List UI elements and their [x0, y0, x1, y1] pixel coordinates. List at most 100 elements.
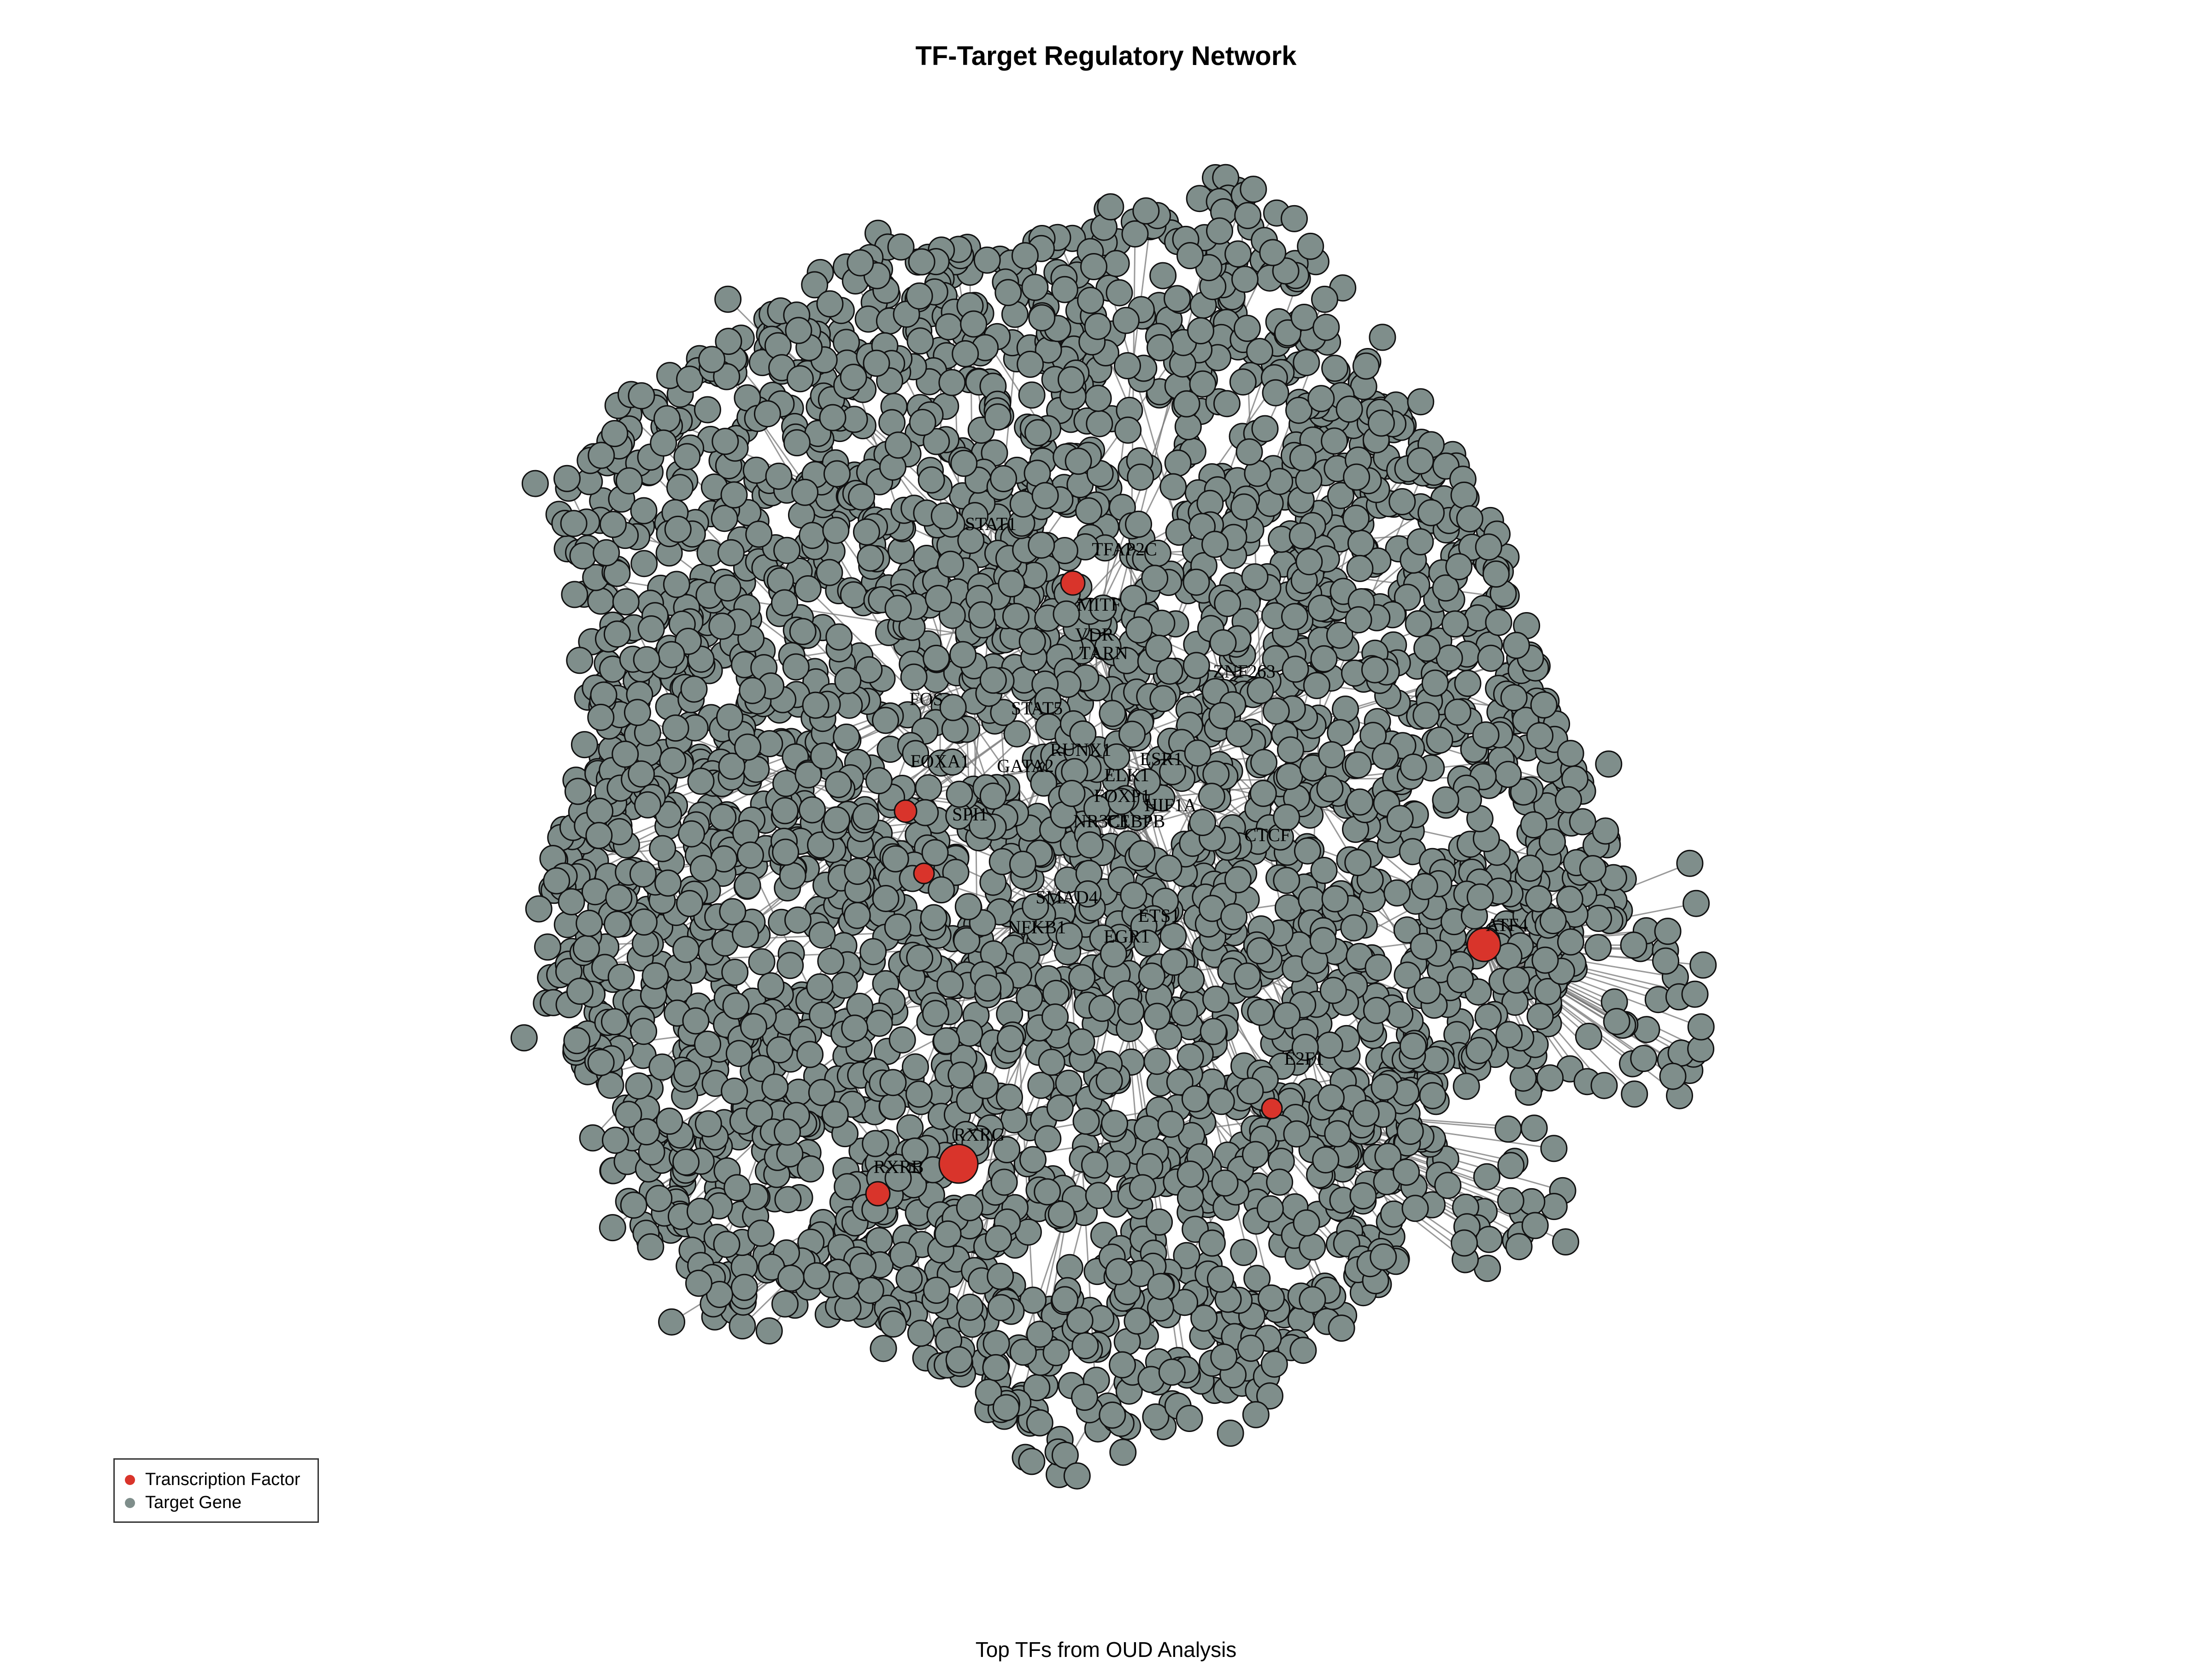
target-gene-node: [748, 1055, 776, 1082]
target-gene-node: [1034, 1125, 1062, 1153]
target-gene-node: [1595, 750, 1623, 778]
target-gene-node: [884, 914, 912, 941]
target-gene-node: [689, 855, 717, 882]
target-gene-node: [1293, 1209, 1320, 1237]
target-gene-node: [1099, 700, 1126, 727]
target-gene-node: [939, 748, 966, 776]
target-gene-node: [784, 906, 812, 934]
target-gene-node: [1256, 1195, 1284, 1223]
target-gene-node: [1525, 885, 1553, 913]
target-gene-node: [1681, 980, 1709, 1008]
target-gene-node: [1143, 1002, 1171, 1030]
target-gene-node: [676, 365, 703, 393]
tf-label: NFKB1: [1008, 917, 1066, 937]
target-gene-node: [1383, 879, 1411, 907]
target-gene-node: [715, 328, 742, 355]
target-gene-node: [1435, 644, 1463, 672]
target-gene-node: [830, 972, 858, 999]
target-gene-node: [801, 271, 829, 299]
target-gene-node: [1074, 880, 1102, 908]
target-gene-node: [990, 465, 1018, 492]
target-gene-node: [933, 1027, 960, 1055]
target-gene-node: [600, 511, 627, 538]
target-gene-node: [816, 290, 844, 318]
target-gene-node: [1299, 754, 1327, 782]
target-gene-node: [1410, 932, 1437, 960]
target-gene-node: [1046, 1094, 1074, 1122]
target-gene-node: [960, 310, 988, 338]
target-gene-node: [1503, 631, 1530, 659]
target-gene-node: [1182, 652, 1210, 679]
target-gene-node: [1141, 565, 1169, 592]
target-gene-node: [993, 1136, 1021, 1163]
target-gene-node: [1030, 769, 1058, 797]
target-gene-node: [777, 952, 804, 979]
target-gene-node: [937, 550, 965, 578]
tf-label: NR3C1: [1073, 811, 1130, 831]
target-gene-node: [852, 803, 880, 831]
target-gene-node: [918, 466, 945, 494]
target-gene-node: [1312, 313, 1340, 341]
cluster-node-layer: [510, 164, 1627, 1490]
target-gene-node: [1081, 1151, 1108, 1179]
target-gene-node: [1155, 855, 1182, 882]
target-gene-node: [1198, 1229, 1226, 1257]
target-gene-node: [1531, 946, 1559, 974]
target-gene-node: [543, 867, 571, 895]
target-gene-node: [1445, 553, 1473, 580]
target-gene-node: [1146, 334, 1174, 361]
target-gene-node: [676, 890, 703, 917]
target-gene-node: [853, 518, 880, 546]
target-gene-node: [1536, 1064, 1564, 1092]
target-gene-node: [1534, 978, 1562, 1005]
target-gene-node: [1312, 1146, 1340, 1173]
target-gene-node: [1342, 505, 1370, 532]
target-gene-node: [990, 699, 1018, 726]
target-gene-node: [1047, 1200, 1075, 1228]
target-gene-node: [1128, 840, 1156, 867]
target-gene-node: [1510, 778, 1537, 806]
target-gene-node: [956, 1020, 983, 1047]
target-gene-node: [694, 1110, 722, 1137]
target-gene-node: [1242, 1141, 1269, 1168]
target-gene-node: [637, 1233, 665, 1261]
target-gene-node: [1371, 1073, 1398, 1101]
target-gene-node: [698, 346, 726, 373]
target-gene-node: [1274, 894, 1302, 922]
target-gene-node: [843, 902, 871, 929]
target-gene-node: [1068, 1028, 1095, 1056]
target-gene-node: [848, 483, 875, 511]
target-gene-node: [1246, 937, 1274, 965]
target-gene-node: [1447, 966, 1474, 994]
target-gene-node: [1034, 687, 1062, 714]
target-gene-node: [765, 462, 793, 490]
target-gene-node: [816, 559, 843, 586]
target-gene-node: [662, 714, 689, 742]
target-gene-node: [1405, 610, 1432, 637]
target-gene-node: [870, 1335, 897, 1362]
target-gene-node: [1676, 849, 1704, 877]
target-gene-node: [1189, 809, 1216, 836]
target-gene-node: [666, 474, 694, 501]
target-gene-node: [1453, 1073, 1480, 1100]
target-gene-node: [1127, 463, 1154, 491]
target-gene-node: [718, 752, 746, 780]
target-gene-node: [719, 898, 747, 925]
target-gene-node: [1209, 629, 1237, 657]
target-gene-node: [740, 1013, 767, 1040]
target-gene-node: [1394, 583, 1421, 611]
target-gene-node: [882, 845, 909, 872]
target-gene-node: [1202, 760, 1230, 788]
target-gene-node: [1295, 548, 1323, 576]
target-gene-node: [984, 403, 1012, 431]
target-gene-node: [979, 782, 1007, 810]
target-gene-node: [1224, 866, 1252, 894]
target-gene-node: [1173, 1242, 1200, 1269]
target-gene-node: [949, 641, 977, 668]
target-gene-node: [1134, 1115, 1161, 1143]
target-gene-node: [905, 1080, 933, 1108]
target-gene-node: [1509, 1064, 1537, 1092]
target-gene-node: [1084, 384, 1112, 412]
target-gene-node: [797, 1155, 824, 1183]
target-gene-node: [1132, 197, 1160, 225]
